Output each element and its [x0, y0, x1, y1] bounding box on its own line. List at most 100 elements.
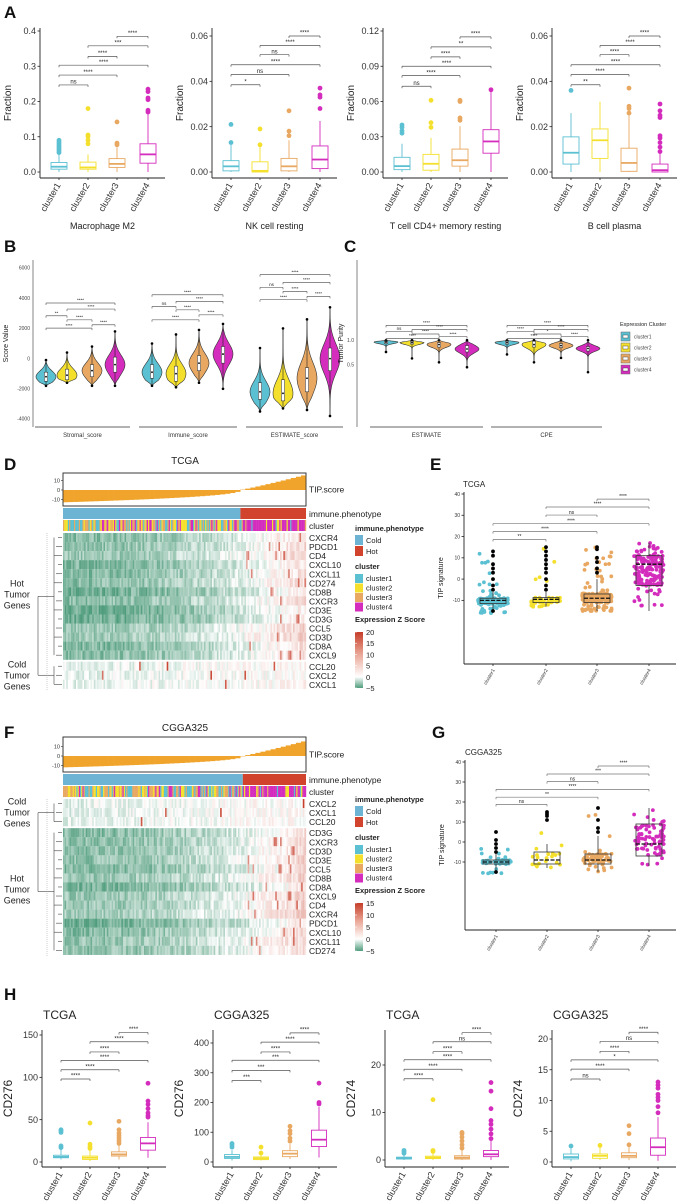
heat-cell	[221, 614, 224, 624]
heat-cell	[144, 569, 146, 579]
heat-cell	[208, 623, 211, 633]
heat-cell	[169, 596, 172, 606]
heat-cell	[247, 661, 250, 671]
cluster-cell	[157, 520, 160, 531]
heat-cell	[77, 587, 80, 597]
heat-cell	[215, 670, 218, 680]
score-bar	[108, 756, 114, 766]
comparison-bracket: ****	[259, 269, 331, 277]
heat-cell	[139, 587, 141, 597]
significance-label: ****	[71, 1074, 81, 1080]
heat-cell	[156, 596, 159, 606]
data-point	[608, 554, 613, 559]
heat-cell	[64, 596, 67, 606]
heat-cell	[72, 614, 75, 624]
x-tick-label: cluster1	[486, 934, 500, 952]
heat-cell	[152, 569, 154, 579]
heat-cell	[108, 661, 111, 671]
heat-cell	[189, 679, 192, 689]
heat-cell	[226, 560, 229, 570]
heat-cell	[276, 587, 279, 597]
outlier-point	[85, 106, 91, 111]
heat-cell	[284, 641, 287, 651]
comparison-bracket: ****	[492, 518, 650, 526]
heat-cell	[294, 542, 297, 552]
heat-cell	[165, 661, 167, 671]
heat-cell	[155, 614, 158, 624]
data-point	[657, 840, 662, 844]
heat-cell	[210, 587, 213, 597]
heat-cell	[88, 614, 91, 624]
heat-cell	[250, 605, 253, 615]
heat-cell	[85, 551, 88, 561]
heat-cell	[71, 596, 73, 606]
heat-cell	[92, 587, 94, 597]
heat-cell	[257, 587, 260, 597]
score-bar	[133, 756, 140, 766]
heat-cell	[74, 670, 77, 680]
heat-cell	[197, 679, 200, 689]
heat-cell	[231, 632, 234, 642]
heat-cell	[161, 551, 164, 561]
heat-cell	[174, 679, 177, 689]
cluster-cell	[234, 520, 236, 531]
heat-cell	[171, 533, 174, 543]
heat-cell	[82, 569, 85, 579]
heat-cell	[302, 560, 305, 570]
heat-cell	[171, 650, 174, 660]
heat-cell	[181, 560, 184, 570]
heat-cell	[121, 679, 124, 689]
heat-cell	[194, 569, 196, 579]
heat-cell	[85, 533, 88, 543]
heat-cell	[187, 569, 190, 579]
outlier-point	[258, 1150, 264, 1156]
cluster-cell	[265, 520, 268, 531]
cluster-cell	[98, 520, 100, 531]
heat-cell	[275, 569, 277, 579]
cluster-cell	[233, 520, 235, 531]
heat-cell	[88, 661, 91, 671]
cluster-cell	[271, 520, 274, 531]
data-point	[595, 574, 600, 579]
heat-cell	[132, 596, 135, 606]
heat-cell	[67, 533, 70, 543]
heat-cell	[122, 661, 125, 671]
heat-cell	[254, 641, 256, 651]
heat-cell	[118, 551, 120, 561]
heat-cell	[163, 614, 166, 624]
heat-cell	[88, 560, 91, 570]
cluster-cell	[161, 520, 163, 531]
heat-cell	[176, 650, 179, 660]
heat-cell	[165, 614, 167, 624]
heat-cell	[127, 578, 130, 588]
heat-cell	[260, 596, 263, 606]
heat-cell	[124, 623, 127, 633]
data-point	[635, 827, 640, 832]
heat-cell	[119, 587, 122, 597]
cluster-cell	[82, 520, 84, 531]
heat-cell	[249, 679, 252, 689]
heat-cell	[126, 641, 128, 651]
heat-cell	[254, 679, 256, 689]
cluster-cell	[303, 520, 305, 531]
heat-cell	[77, 641, 80, 651]
heat-cell	[221, 661, 224, 671]
heat-cell	[233, 623, 235, 633]
heat-cell	[225, 578, 227, 588]
heat-cell	[197, 533, 200, 543]
heat-cell	[278, 641, 281, 651]
cluster-cell	[110, 520, 112, 531]
heat-cell	[63, 569, 65, 579]
heat-cell	[135, 661, 138, 671]
y-tick-label: -2000	[17, 387, 30, 393]
heat-cell	[223, 596, 226, 606]
cluster-cell	[87, 786, 89, 797]
significance-label: *	[613, 1055, 616, 1061]
heat-cell	[297, 596, 300, 606]
heat-cell	[184, 614, 187, 624]
gene-label: CXCL9	[309, 651, 337, 661]
heat-cell	[192, 605, 195, 615]
